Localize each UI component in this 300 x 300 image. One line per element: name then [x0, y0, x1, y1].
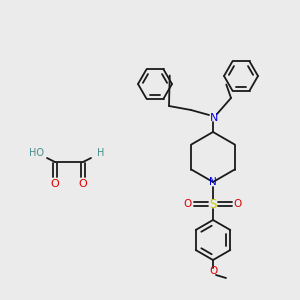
- Text: O: O: [51, 179, 59, 189]
- Text: O: O: [209, 266, 217, 276]
- Text: O: O: [234, 199, 242, 209]
- Text: N: N: [209, 177, 217, 187]
- Text: S: S: [209, 197, 217, 211]
- Text: N: N: [210, 113, 218, 123]
- Text: O: O: [79, 179, 87, 189]
- Text: H: H: [97, 148, 105, 158]
- Text: O: O: [184, 199, 192, 209]
- Text: HO: HO: [29, 148, 44, 158]
